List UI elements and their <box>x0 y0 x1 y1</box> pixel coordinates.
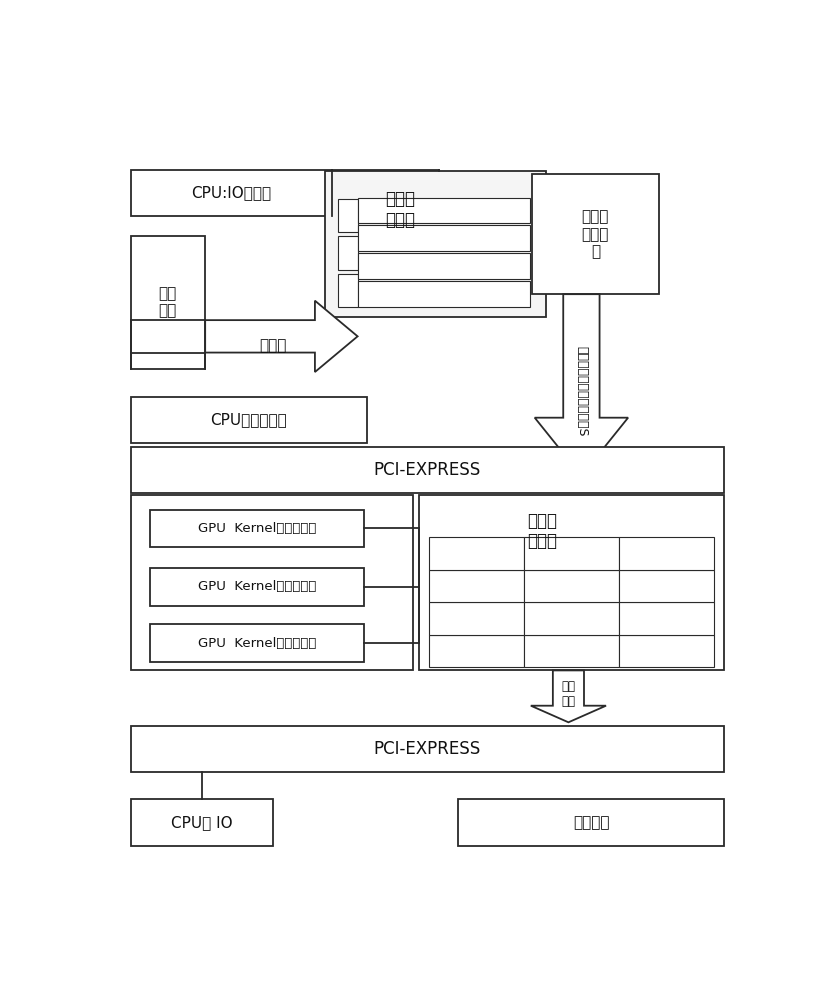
Bar <box>130 397 367 443</box>
Bar <box>130 236 205 369</box>
Bar <box>357 253 529 279</box>
Bar <box>150 568 364 606</box>
Text: PCI-EXPRESS: PCI-EXPRESS <box>373 461 481 479</box>
Bar <box>523 635 619 667</box>
Text: CPU：流程控制: CPU：流程控制 <box>211 413 287 428</box>
Text: 概要数
据矩阵: 概要数 据矩阵 <box>527 512 557 550</box>
Bar <box>523 537 619 570</box>
Text: CPU:IO和缓冲: CPU:IO和缓冲 <box>191 185 271 200</box>
Bar <box>150 510 364 547</box>
Bar <box>338 236 357 270</box>
Text: 数据流: 数据流 <box>259 339 287 354</box>
Bar <box>338 199 357 232</box>
Bar <box>619 537 714 570</box>
Bar <box>429 570 523 602</box>
Text: GPU  Kernel挖掘类内核: GPU Kernel挖掘类内核 <box>197 580 316 593</box>
Text: 前窗口
缓冲区: 前窗口 缓冲区 <box>385 190 415 229</box>
Bar <box>429 537 523 570</box>
Text: PCI-EXPRESS: PCI-EXPRESS <box>373 740 481 758</box>
Bar <box>619 570 714 602</box>
Text: 查询
结果: 查询 结果 <box>561 680 574 708</box>
Polygon shape <box>534 294 627 476</box>
Bar <box>419 495 723 670</box>
Text: GPU  Kernel查询类内核: GPU Kernel查询类内核 <box>197 637 316 650</box>
Text: GPU  Kernel摘要类内核: GPU Kernel摘要类内核 <box>197 522 316 535</box>
Text: 数据
流源: 数据 流源 <box>159 286 176 318</box>
Text: 输出结果: 输出结果 <box>572 815 609 830</box>
Bar <box>130 170 331 216</box>
Text: 后窗口
缓冲区
层: 后窗口 缓冲区 层 <box>581 209 609 259</box>
Bar <box>150 624 364 662</box>
Text: 后窗口数据基本窗口数据S: 后窗口数据基本窗口数据S <box>574 346 587 437</box>
Bar <box>532 174 658 294</box>
Bar <box>619 635 714 667</box>
Bar <box>619 602 714 635</box>
Bar <box>523 602 619 635</box>
Polygon shape <box>205 301 357 372</box>
Bar <box>324 171 545 317</box>
Bar <box>429 635 523 667</box>
Polygon shape <box>530 670 605 722</box>
Bar <box>130 447 723 493</box>
Bar <box>429 602 523 635</box>
Bar <box>130 495 412 670</box>
Bar <box>523 570 619 602</box>
Bar <box>357 198 529 223</box>
Bar <box>130 799 273 846</box>
Bar <box>457 799 723 846</box>
Bar <box>338 274 357 307</box>
Bar <box>357 281 529 307</box>
Bar <box>357 225 529 251</box>
Text: CPU： IO: CPU： IO <box>171 815 232 830</box>
Bar <box>130 726 723 772</box>
